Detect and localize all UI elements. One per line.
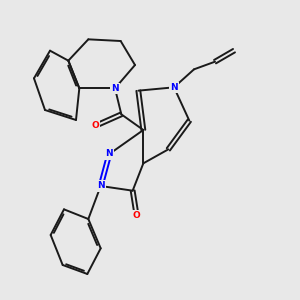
Text: O: O (91, 122, 99, 130)
Text: N: N (106, 149, 113, 158)
Text: N: N (111, 84, 119, 93)
Text: O: O (133, 212, 141, 220)
Text: N: N (170, 83, 178, 92)
Text: N: N (97, 182, 104, 190)
